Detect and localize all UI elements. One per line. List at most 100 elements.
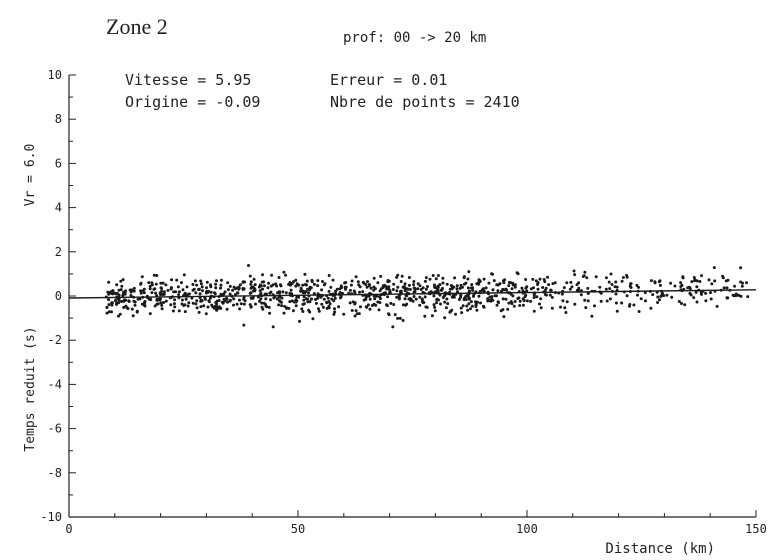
data-point	[513, 300, 517, 303]
data-point	[501, 287, 505, 291]
data-point	[316, 296, 320, 300]
data-point	[695, 300, 699, 304]
data-point	[439, 288, 443, 292]
data-point	[733, 284, 737, 288]
data-point	[365, 285, 369, 289]
data-point	[416, 282, 420, 286]
data-point	[173, 298, 177, 302]
data-point	[307, 308, 311, 312]
data-point	[457, 298, 461, 301]
data-point	[704, 299, 708, 303]
data-point	[120, 300, 123, 303]
data-point	[464, 295, 468, 298]
data-point	[354, 275, 358, 279]
reduction-velocity-label: Vr = 6.0	[23, 144, 38, 207]
data-point	[379, 297, 382, 301]
data-point	[197, 310, 201, 314]
data-point	[422, 301, 426, 304]
data-point	[289, 288, 293, 292]
data-point	[228, 284, 232, 288]
data-point	[213, 291, 216, 295]
data-point	[687, 285, 691, 289]
data-point	[536, 283, 539, 286]
data-point	[291, 309, 295, 313]
data-point	[253, 288, 257, 291]
data-point	[339, 295, 343, 298]
data-point	[387, 313, 391, 317]
data-point	[148, 312, 152, 316]
data-point	[621, 276, 625, 279]
data-point	[278, 299, 282, 303]
data-point	[399, 280, 403, 283]
data-point	[572, 269, 576, 273]
data-point	[226, 300, 229, 304]
data-point	[162, 292, 166, 296]
data-point	[187, 301, 191, 305]
data-point	[501, 297, 505, 301]
data-point	[209, 283, 212, 287]
data-point	[298, 319, 301, 323]
data-point	[387, 287, 391, 291]
data-point	[236, 291, 240, 295]
data-point	[198, 292, 202, 296]
data-point	[308, 285, 312, 289]
data-point	[462, 276, 466, 280]
data-point	[445, 282, 449, 286]
data-point	[376, 281, 380, 285]
data-point	[693, 279, 697, 283]
data-point	[170, 278, 173, 282]
data-point	[342, 312, 346, 316]
data-point	[401, 303, 405, 307]
data-point	[391, 288, 395, 291]
data-point	[124, 289, 127, 293]
data-point	[670, 295, 674, 299]
data-point	[294, 284, 298, 288]
data-point	[320, 288, 324, 292]
data-point	[466, 277, 470, 281]
data-point	[725, 296, 729, 300]
data-point	[243, 299, 247, 303]
data-point	[428, 277, 432, 281]
data-point	[477, 294, 481, 298]
data-point	[453, 276, 457, 280]
data-point	[547, 283, 551, 287]
data-point	[424, 276, 428, 280]
data-point	[443, 316, 447, 320]
data-point	[609, 272, 613, 276]
data-point	[249, 305, 253, 309]
data-point	[395, 295, 399, 299]
data-point	[583, 298, 587, 302]
zone-title: Zone 2	[106, 14, 168, 39]
data-point	[191, 283, 195, 286]
data-point	[436, 285, 440, 289]
data-point	[474, 305, 478, 308]
data-point	[310, 278, 314, 282]
data-point	[183, 310, 187, 314]
data-point	[413, 287, 417, 291]
data-point	[395, 275, 399, 279]
data-point	[506, 307, 510, 311]
data-point	[166, 288, 170, 292]
data-point	[297, 283, 301, 287]
data-point	[362, 281, 366, 285]
data-point	[481, 287, 485, 291]
data-point	[181, 288, 185, 292]
stat-nbre-points: Nbre de points = 2410	[330, 93, 520, 111]
data-point	[604, 276, 608, 280]
data-point	[110, 303, 114, 307]
data-point	[333, 296, 337, 300]
data-point	[385, 303, 388, 307]
data-point	[656, 301, 660, 304]
data-point	[585, 276, 589, 280]
data-point	[491, 288, 495, 292]
data-point	[673, 284, 677, 288]
x-axis-label: Distance (km)	[605, 541, 715, 557]
data-point	[636, 293, 639, 297]
data-point	[386, 295, 390, 299]
data-point	[502, 315, 506, 319]
data-point	[219, 283, 223, 287]
data-point	[659, 294, 663, 298]
data-point	[222, 297, 226, 301]
data-point	[418, 295, 422, 299]
data-point	[469, 300, 473, 304]
